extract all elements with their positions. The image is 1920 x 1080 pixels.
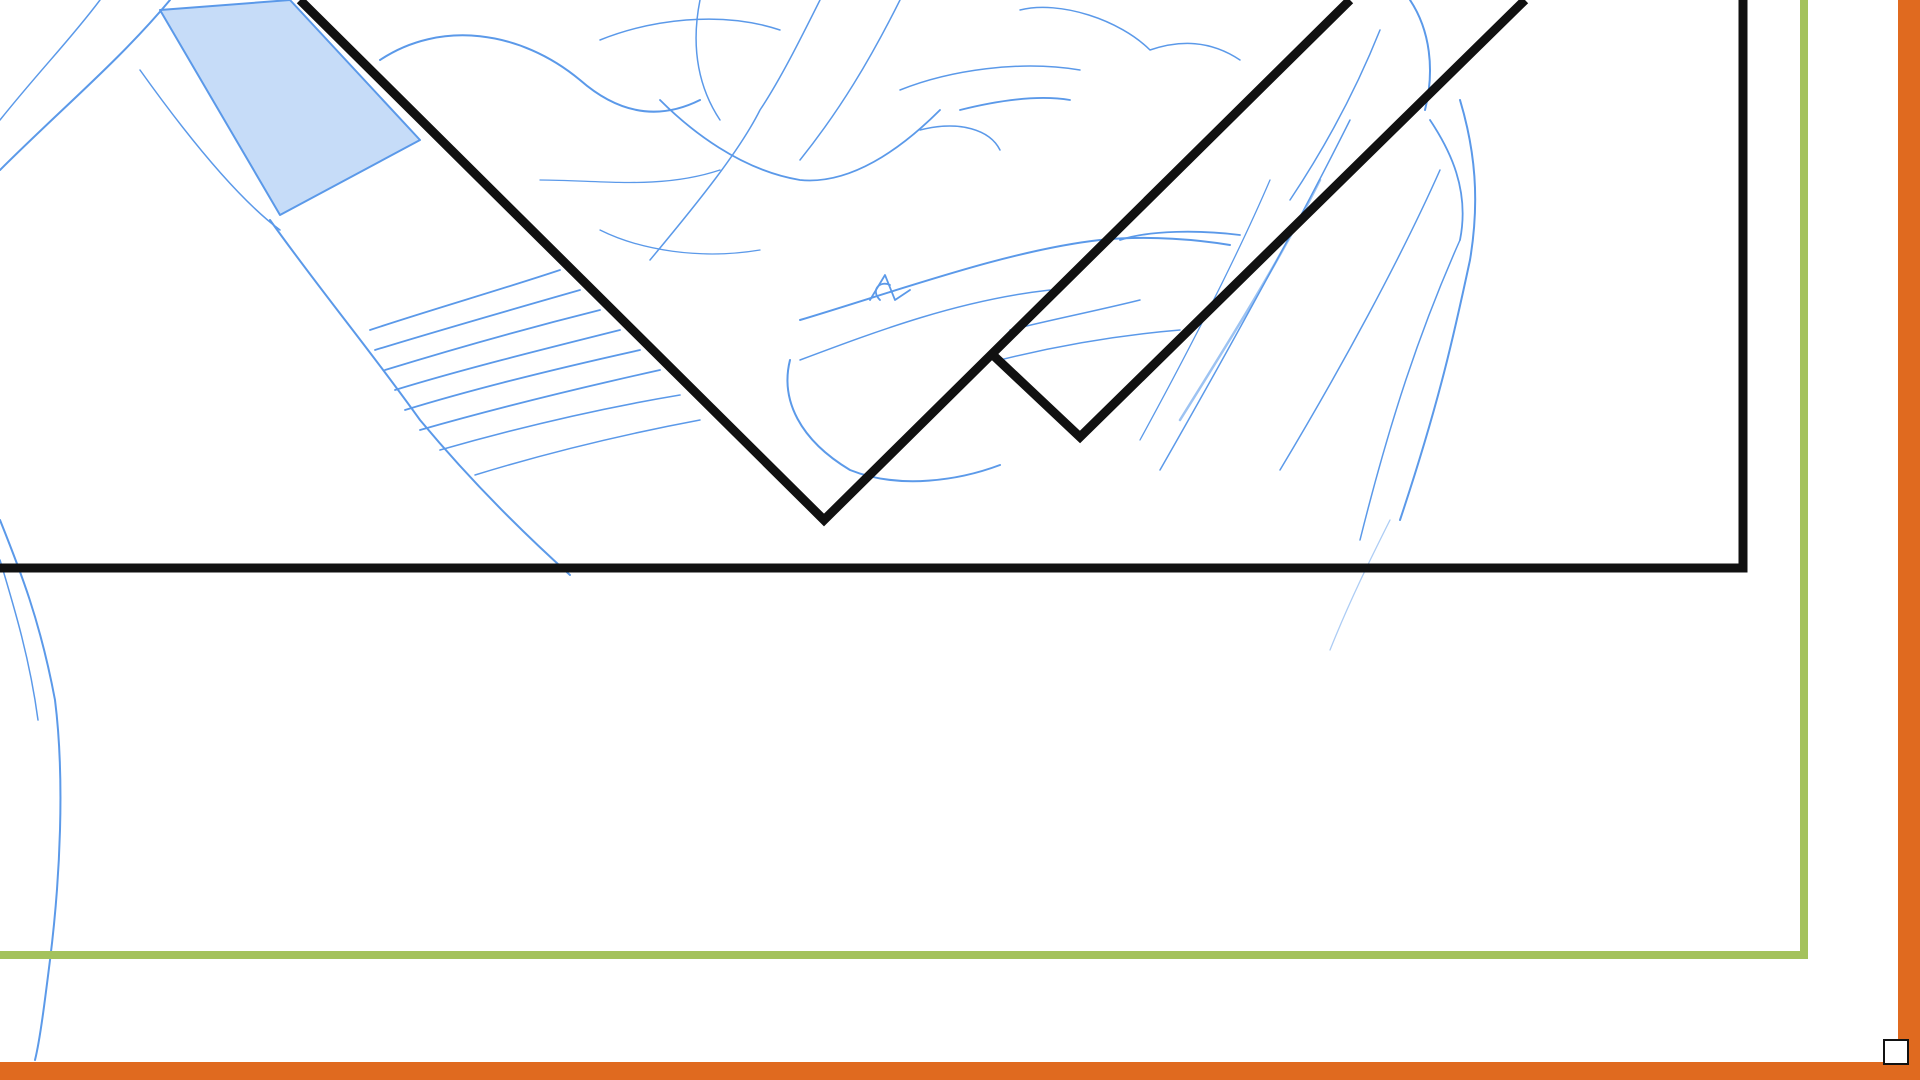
- sketch-hatch: [404, 349, 641, 411]
- sketch-stroke: [799, 236, 1231, 321]
- panel-border-frame: [0, 0, 1748, 573]
- sketch-hatch: [474, 419, 701, 476]
- sketch-stroke: [899, 65, 1081, 91]
- sketch-stroke: [1019, 6, 1241, 61]
- sketch-stroke: [799, 289, 1051, 361]
- sketch-stroke: [1399, 99, 1477, 521]
- sketch-stroke: [1359, 239, 1461, 541]
- sketch-stroke: [599, 229, 761, 255]
- sketch-stroke: [1329, 519, 1391, 651]
- sketch-hatch: [394, 329, 621, 391]
- sketch-layer: [0, 0, 1477, 1061]
- sketch-stroke: [0, 559, 39, 721]
- sketch-hatch: [419, 369, 661, 431]
- sketch-stroke: [379, 34, 701, 113]
- sketch-stroke: [269, 219, 571, 576]
- sketch-stroke: [919, 125, 1001, 151]
- sketch-stroke: [0, 0, 101, 121]
- safe-area-guide: [0, 0, 1808, 959]
- sketch-stroke: [1139, 179, 1271, 441]
- sketch-stroke: [0, 0, 171, 171]
- sketch-stroke: [1289, 29, 1381, 201]
- sketch-stroke: [799, 0, 901, 161]
- sketch-stroke: [695, 0, 721, 121]
- sketch-stroke: [1279, 169, 1441, 471]
- panel-border-chevron-small: [990, 0, 1529, 444]
- sketch-stroke: [0, 519, 62, 1061]
- sketch-stroke: [869, 274, 911, 301]
- panel-border-chevron-large: [296, 0, 1354, 527]
- page-edge-guide-bottom: [0, 1062, 1920, 1080]
- sketch-stroke: [649, 0, 821, 261]
- sketch-stroke: [599, 18, 781, 41]
- sketch-stroke: [139, 69, 281, 231]
- sketch-stroke: [959, 97, 1071, 111]
- sketch-shaded-band: [159, 0, 421, 216]
- sketch-stroke: [786, 359, 1001, 483]
- page-edge-guide-right: [1898, 0, 1920, 1080]
- square-handle-icon[interactable]: [1883, 1039, 1909, 1065]
- sketch-stroke: [1429, 119, 1464, 241]
- sketch-hatch: [384, 309, 601, 371]
- sketch-stroke: [999, 329, 1181, 361]
- sketch-stroke: [539, 169, 721, 184]
- sketch-hatch: [374, 289, 581, 351]
- panel-borders: [0, 0, 1748, 573]
- sketch-stroke: [1119, 230, 1241, 241]
- sketch-hatch: [369, 269, 561, 331]
- sketch-hatch: [439, 394, 681, 451]
- sketch-stroke: [659, 99, 941, 182]
